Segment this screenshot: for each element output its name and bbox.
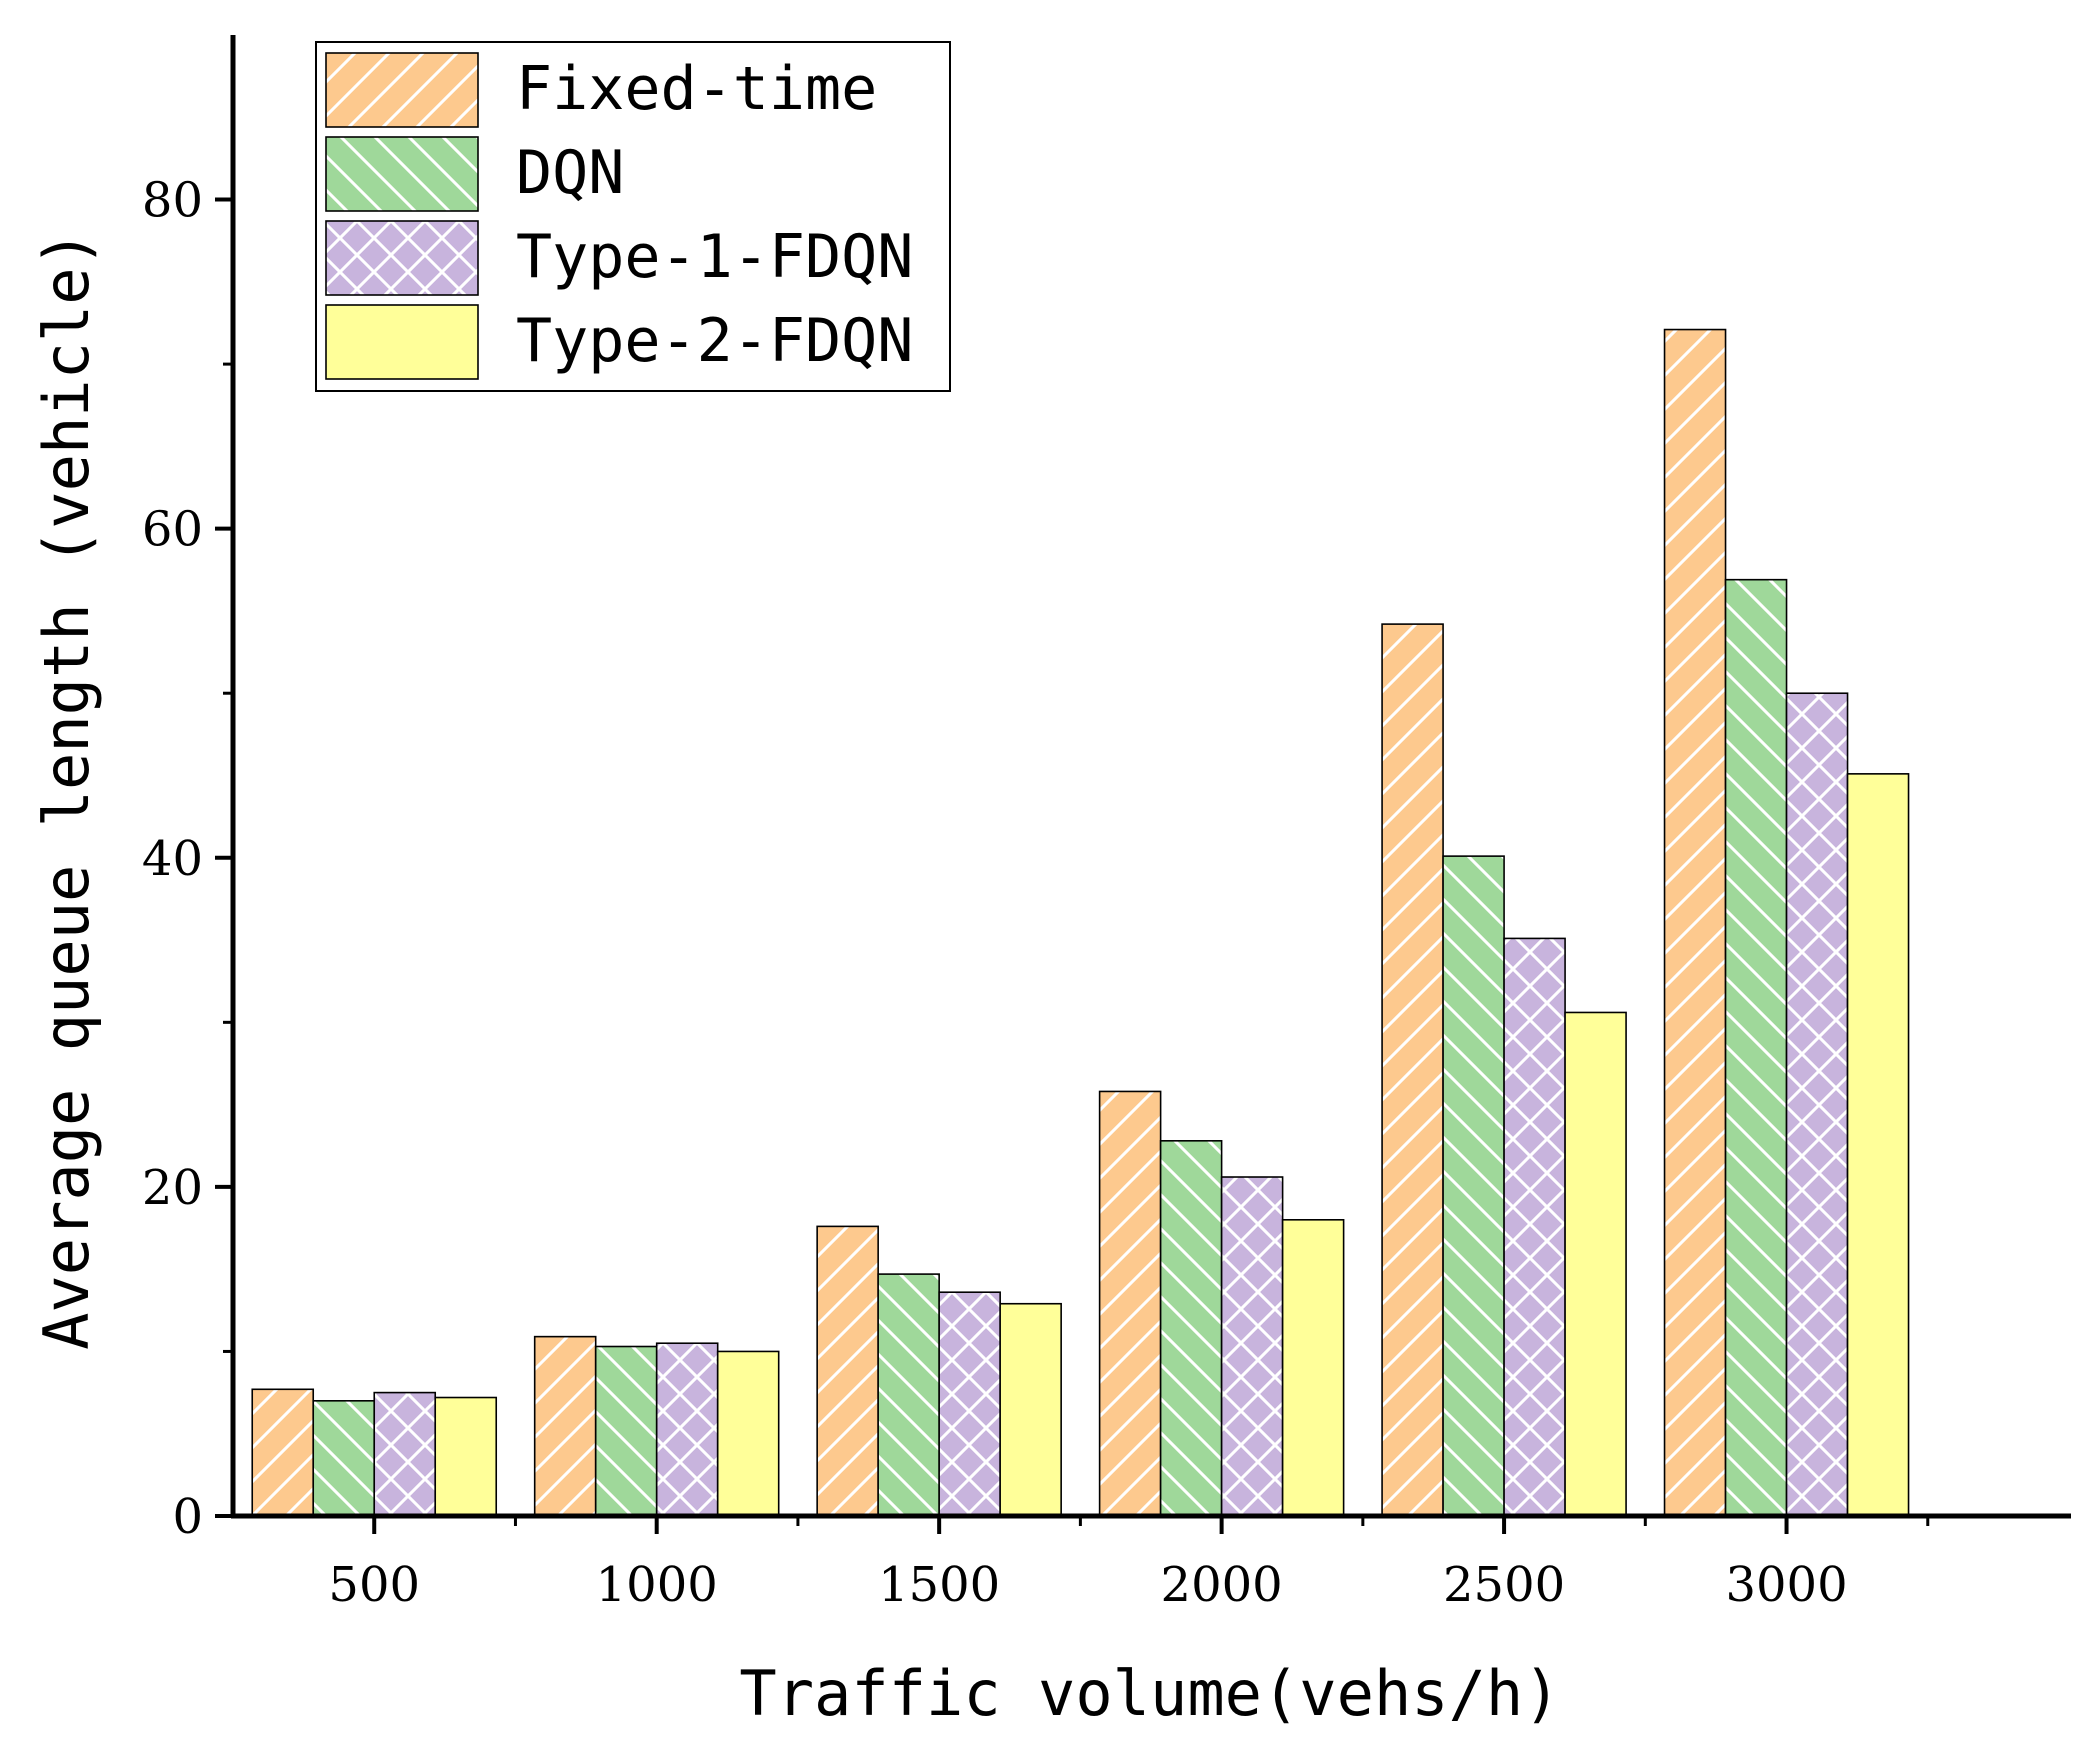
bar-dqn-500	[312, 1400, 376, 1517]
x-axis-label: Traffic volume(vehs/h)	[739, 1657, 1560, 1730]
bar-type-2-fdqn-2000	[1281, 1219, 1345, 1517]
axes-layer	[230, 35, 2071, 1519]
y-tick-label: 80	[142, 173, 203, 229]
x-tick-label: 1500	[878, 1557, 1000, 1613]
x-tick-label: 500	[328, 1557, 420, 1613]
x-tick-label: 3000	[1725, 1557, 1847, 1613]
legend-swatch-type-2-fdqn	[325, 304, 479, 380]
bar-fixed-time-3000	[1663, 328, 1727, 1517]
bar-type-1-fdqn-1500	[938, 1291, 1001, 1517]
legend-swatch-fixed-time	[325, 52, 479, 128]
bar-dqn-3000	[1724, 578, 1788, 1517]
legend-swatch-type-1-fdqn	[325, 220, 479, 296]
bar-type-1-fdqn-3000	[1785, 692, 1849, 1517]
bar-fixed-time-2000	[1098, 1090, 1162, 1517]
bar-type-2-fdqn-500	[434, 1396, 498, 1517]
bar-type-1-fdqn-1000	[655, 1342, 719, 1517]
bar-type-2-fdqn-2500	[1564, 1011, 1627, 1517]
bar-dqn-1000	[594, 1345, 658, 1517]
legend: Fixed-time DQN Type-1-FDQN Type-2-FDQN	[315, 41, 951, 392]
bar-type-1-fdqn-2500	[1503, 937, 1566, 1517]
bar-type-2-fdqn-3000	[1846, 773, 1910, 1517]
y-tick-label: 60	[142, 502, 203, 558]
x-tick-label: 1000	[596, 1557, 718, 1613]
bar-fixed-time-500	[251, 1388, 315, 1517]
bar-dqn-1500	[877, 1273, 940, 1517]
x-tick-label: 2000	[1161, 1557, 1283, 1613]
bar-type-1-fdqn-2000	[1220, 1176, 1284, 1517]
bar-fixed-time-2500	[1381, 623, 1444, 1517]
bar-dqn-2000	[1159, 1140, 1223, 1517]
bar-type-2-fdqn-1000	[716, 1350, 780, 1517]
bar-fixed-time-1000	[533, 1335, 597, 1517]
legend-label-dqn: DQN	[516, 138, 624, 208]
y-tick-label: 40	[142, 831, 203, 887]
legend-label-type-1-fdqn: Type-1-FDQN	[516, 222, 913, 292]
bar-type-2-fdqn-1500	[999, 1302, 1062, 1517]
bar-dqn-2500	[1442, 855, 1505, 1517]
bar-type-1-fdqn-500	[373, 1391, 437, 1517]
bars-layer	[251, 328, 1910, 1517]
x-tick-label: 2500	[1443, 1557, 1565, 1613]
y-tick-label: 20	[142, 1160, 203, 1216]
legend-label-fixed-time: Fixed-time	[516, 54, 877, 124]
legend-items: Fixed-time DQN Type-1-FDQN Type-2-FDQN	[325, 52, 913, 380]
bar-fixed-time-1500	[816, 1225, 879, 1517]
legend-label-type-2-fdqn: Type-2-FDQN	[516, 306, 913, 376]
legend-swatch-dqn	[325, 136, 479, 212]
ticks-layer: 0 20 40 60 80 500 1000 1500 2000 2500 3000	[142, 173, 1930, 1613]
y-tick-label: 0	[172, 1489, 203, 1545]
y-axis-label: Average queue length (vehicle)	[30, 230, 103, 1350]
